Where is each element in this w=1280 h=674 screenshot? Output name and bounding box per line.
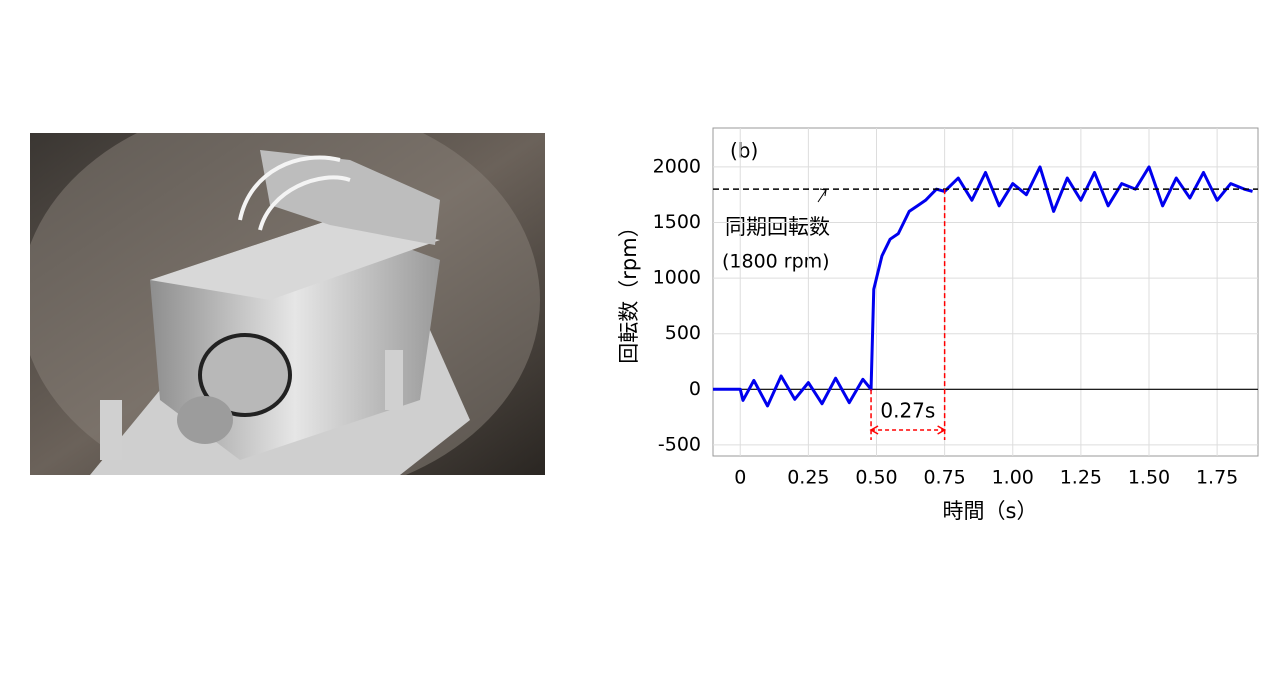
y-tick-label: 500 [665,322,701,344]
x-axis-title: 時間（s） [943,499,1038,523]
annotation: 同期回転数 [725,215,830,239]
x-tick-label: 1.00 [992,467,1034,489]
y-tick-label: 1000 [653,267,701,289]
arrow-head [937,425,947,435]
arrow [817,189,827,203]
panel-label: (b) [730,139,758,163]
interval-label: 0.27s [880,399,935,423]
annotation: (1800 rpm) [722,251,830,273]
y-tick-label: 0 [689,378,701,400]
arrow-head [869,425,879,435]
y-tick-label: 1500 [653,211,701,233]
plot-area [712,127,1259,457]
x-tick-label: 0.25 [787,467,829,489]
arrow-head [819,188,827,197]
x-tick-label: 1.75 [1196,467,1238,489]
y-axis-title: 回転数（rpm） [617,216,641,363]
y-tick-label: 2000 [653,155,701,177]
x-tick-label: 0.75 [923,467,965,489]
x-tick-label: 0 [734,467,746,489]
y-tick-label: -500 [658,433,701,455]
x-tick-label: 1.25 [1060,467,1102,489]
x-tick-label: 0.50 [855,467,897,489]
x-tick-label: 1.50 [1128,467,1170,489]
photo [30,133,545,475]
